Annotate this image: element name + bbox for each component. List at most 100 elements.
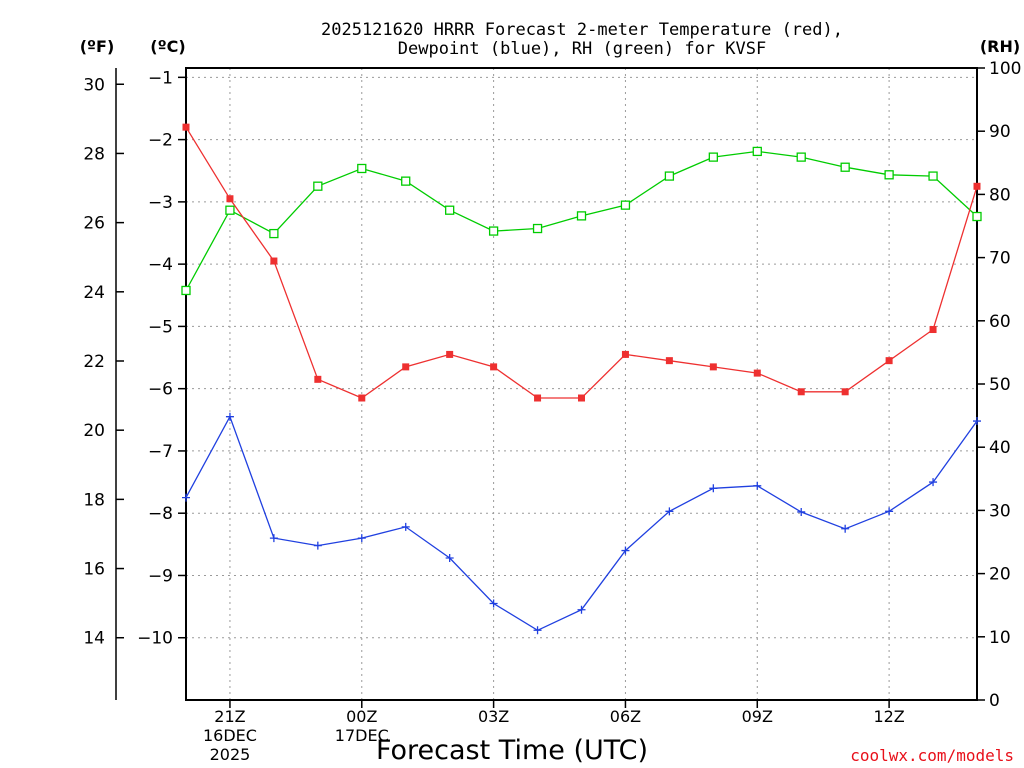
rh-tick-label: 50 (989, 375, 1011, 395)
temperature-point (358, 394, 366, 402)
dewpoint-point (709, 484, 718, 493)
dewpoint-point (621, 546, 630, 555)
celsius-tick-label: −10 (137, 629, 173, 649)
rh-point (225, 205, 235, 215)
rh-point (972, 211, 982, 222)
rh-point (620, 200, 631, 210)
dewpoint-point (445, 554, 454, 563)
time-tick-label: 06Z (610, 707, 641, 726)
-meter-temperature-line (185, 126, 978, 399)
rh-point (796, 152, 806, 162)
celsius-tick-label: −4 (148, 255, 173, 275)
dewpoint-point (665, 507, 674, 516)
dewpoint-series (182, 412, 981, 635)
gridlines (186, 68, 977, 700)
celsius-tick-label: −8 (148, 504, 173, 524)
temperature-point (578, 394, 585, 402)
dewpoint-point (357, 534, 366, 543)
time-tick-label: 00Z (346, 707, 377, 726)
fahrenheit-tick-label: 20 (83, 421, 105, 441)
temperature-point (797, 388, 805, 396)
rh-point (532, 223, 543, 234)
time-tick-label: 03Z (478, 707, 509, 726)
dewpoint-point (753, 481, 762, 490)
dewpoint-point (797, 507, 806, 516)
rh-tick-label: 90 (989, 122, 1011, 142)
temperature-point (929, 326, 937, 334)
fahrenheit-tick-label: 28 (83, 144, 105, 164)
rh-point (840, 162, 850, 172)
temperature-point (314, 375, 322, 383)
rh-point (576, 211, 587, 221)
rh-point (181, 285, 191, 296)
rh-point (928, 171, 938, 181)
celsius-tick-label: −7 (148, 442, 173, 462)
x-axis-title: Forecast Time (UTC) (376, 735, 648, 766)
fahrenheit-tick-label: 22 (83, 352, 105, 372)
chart-title-line-2: Dewpoint (blue), RH (green) for KVSF (398, 39, 766, 59)
dewpoint-point (182, 493, 190, 502)
plot-frame (185, 67, 978, 701)
temperature-point (885, 357, 893, 365)
rh-point (884, 170, 894, 180)
rh-tick-label: 60 (989, 312, 1011, 332)
dewpoint-point (929, 478, 938, 487)
fahrenheit-axis-label: (ºF) (80, 37, 115, 56)
rh-tick-label: 0 (989, 691, 1000, 711)
celsius-tick-label: −3 (148, 193, 173, 213)
celsius-axis-label: (ºC) (150, 37, 185, 56)
temperature-point (226, 195, 234, 203)
dewpoint-point (973, 417, 981, 426)
rh-point (313, 181, 323, 191)
temperature-point (490, 363, 498, 371)
celsius-tick-label: −2 (148, 131, 173, 151)
dewpoint-point (401, 522, 410, 531)
fahrenheit-tick-label: 26 (83, 214, 105, 234)
rh-point (357, 163, 367, 174)
rh-tick-label: 80 (989, 185, 1011, 205)
site-credit: coolwx.com/models (850, 746, 1014, 765)
temperature-point (182, 123, 190, 131)
celsius-tick-label: −5 (148, 317, 173, 337)
chart-title-line-1: 2025121620 HRRR Forecast 2-meter Tempera… (321, 20, 843, 40)
temperature-point (446, 350, 454, 358)
temperature-series (182, 123, 981, 402)
rh-point (269, 228, 279, 239)
rh-point (664, 171, 675, 181)
rh-axis-label: (RH) (980, 37, 1020, 56)
fahrenheit-tick-label: 16 (83, 560, 105, 580)
rh-point (708, 152, 718, 162)
rh-point (488, 226, 499, 236)
dewpoint-point (533, 626, 542, 635)
rh-tick-label: 100 (989, 59, 1021, 79)
rh-tick-label: 40 (989, 438, 1011, 458)
temperature-point (841, 388, 849, 396)
celsius-tick-label: −1 (148, 68, 173, 88)
fahrenheit-tick-label: 30 (83, 75, 105, 95)
dewpoint-point (841, 524, 850, 533)
rh-point (401, 176, 411, 186)
relative-humidity-line (185, 150, 978, 291)
rh-tick-label: 10 (989, 628, 1011, 648)
time-tick-label: 12Z (873, 707, 904, 726)
fahrenheit-tick-label: 14 (83, 629, 105, 649)
rh-ticks: 0 10 20 30 40 50 60 70 80 90 100 (977, 59, 1021, 711)
fahrenheit-ticks: 30 28 26 24 22 20 18 16 14 (83, 75, 124, 649)
temperature-point (665, 357, 673, 365)
dewpoint-point (313, 541, 322, 550)
dewpoint-point (577, 605, 586, 614)
temperature-point (402, 363, 410, 371)
temperature-point (753, 369, 761, 377)
rh-tick-label: 70 (989, 249, 1011, 269)
time-tick-label: 09Z (742, 707, 773, 726)
fahrenheit-tick-label: 18 (83, 490, 105, 510)
temperature-point (270, 257, 278, 265)
dewpoint-line (185, 415, 978, 632)
rh-point (752, 146, 762, 157)
dewpoint-point (269, 534, 278, 543)
time-tick-label: 17DEC (335, 726, 389, 745)
rh-series (181, 146, 982, 296)
dewpoint-point (489, 599, 498, 608)
